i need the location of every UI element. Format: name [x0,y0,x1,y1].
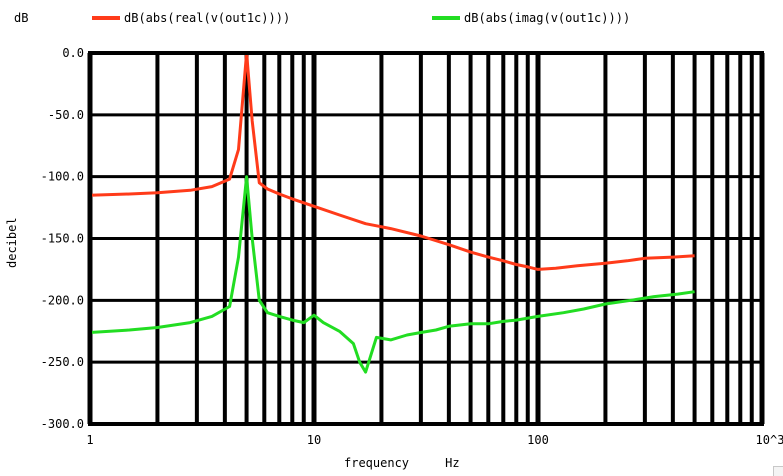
y-tick-label: -250.0 [41,355,84,369]
series-layer [89,51,695,374]
legend-label-imag: dB(abs(imag(v(out1c)))) [464,11,630,25]
series-imag-line [89,175,695,374]
y-tick-label: -50.0 [48,108,84,122]
y-tick-label: -300.0 [41,417,84,431]
legend: dB dB(abs(real(v(out1c)))) dB(abs(imag(v… [14,11,630,25]
resize-grip[interactable] [773,466,783,476]
x-tick-label: 10^3 [756,433,783,447]
y-unit-label: dB [14,11,28,25]
x-axis-label: frequency Hz [344,456,460,470]
legend-label-real: dB(abs(real(v(out1c)))) [124,11,290,25]
y-tick-label: -150.0 [41,232,84,246]
plot-frame [88,51,764,426]
y-tick-label: -100.0 [41,170,84,184]
tick-labels: 0.0 -50.0 -100.0 -150.0 -200.0 -250.0 -300.01 1… [41,46,783,447]
x-tick-label: 100 [527,433,549,447]
y-axis-label: decibel [5,217,19,268]
x-tick-label: 10 [307,433,321,447]
x-tick-label: 1 [86,433,93,447]
y-tick-label: 0.0 [62,46,84,60]
series-real-line [89,51,695,271]
y-tick-label: -200.0 [41,293,84,307]
